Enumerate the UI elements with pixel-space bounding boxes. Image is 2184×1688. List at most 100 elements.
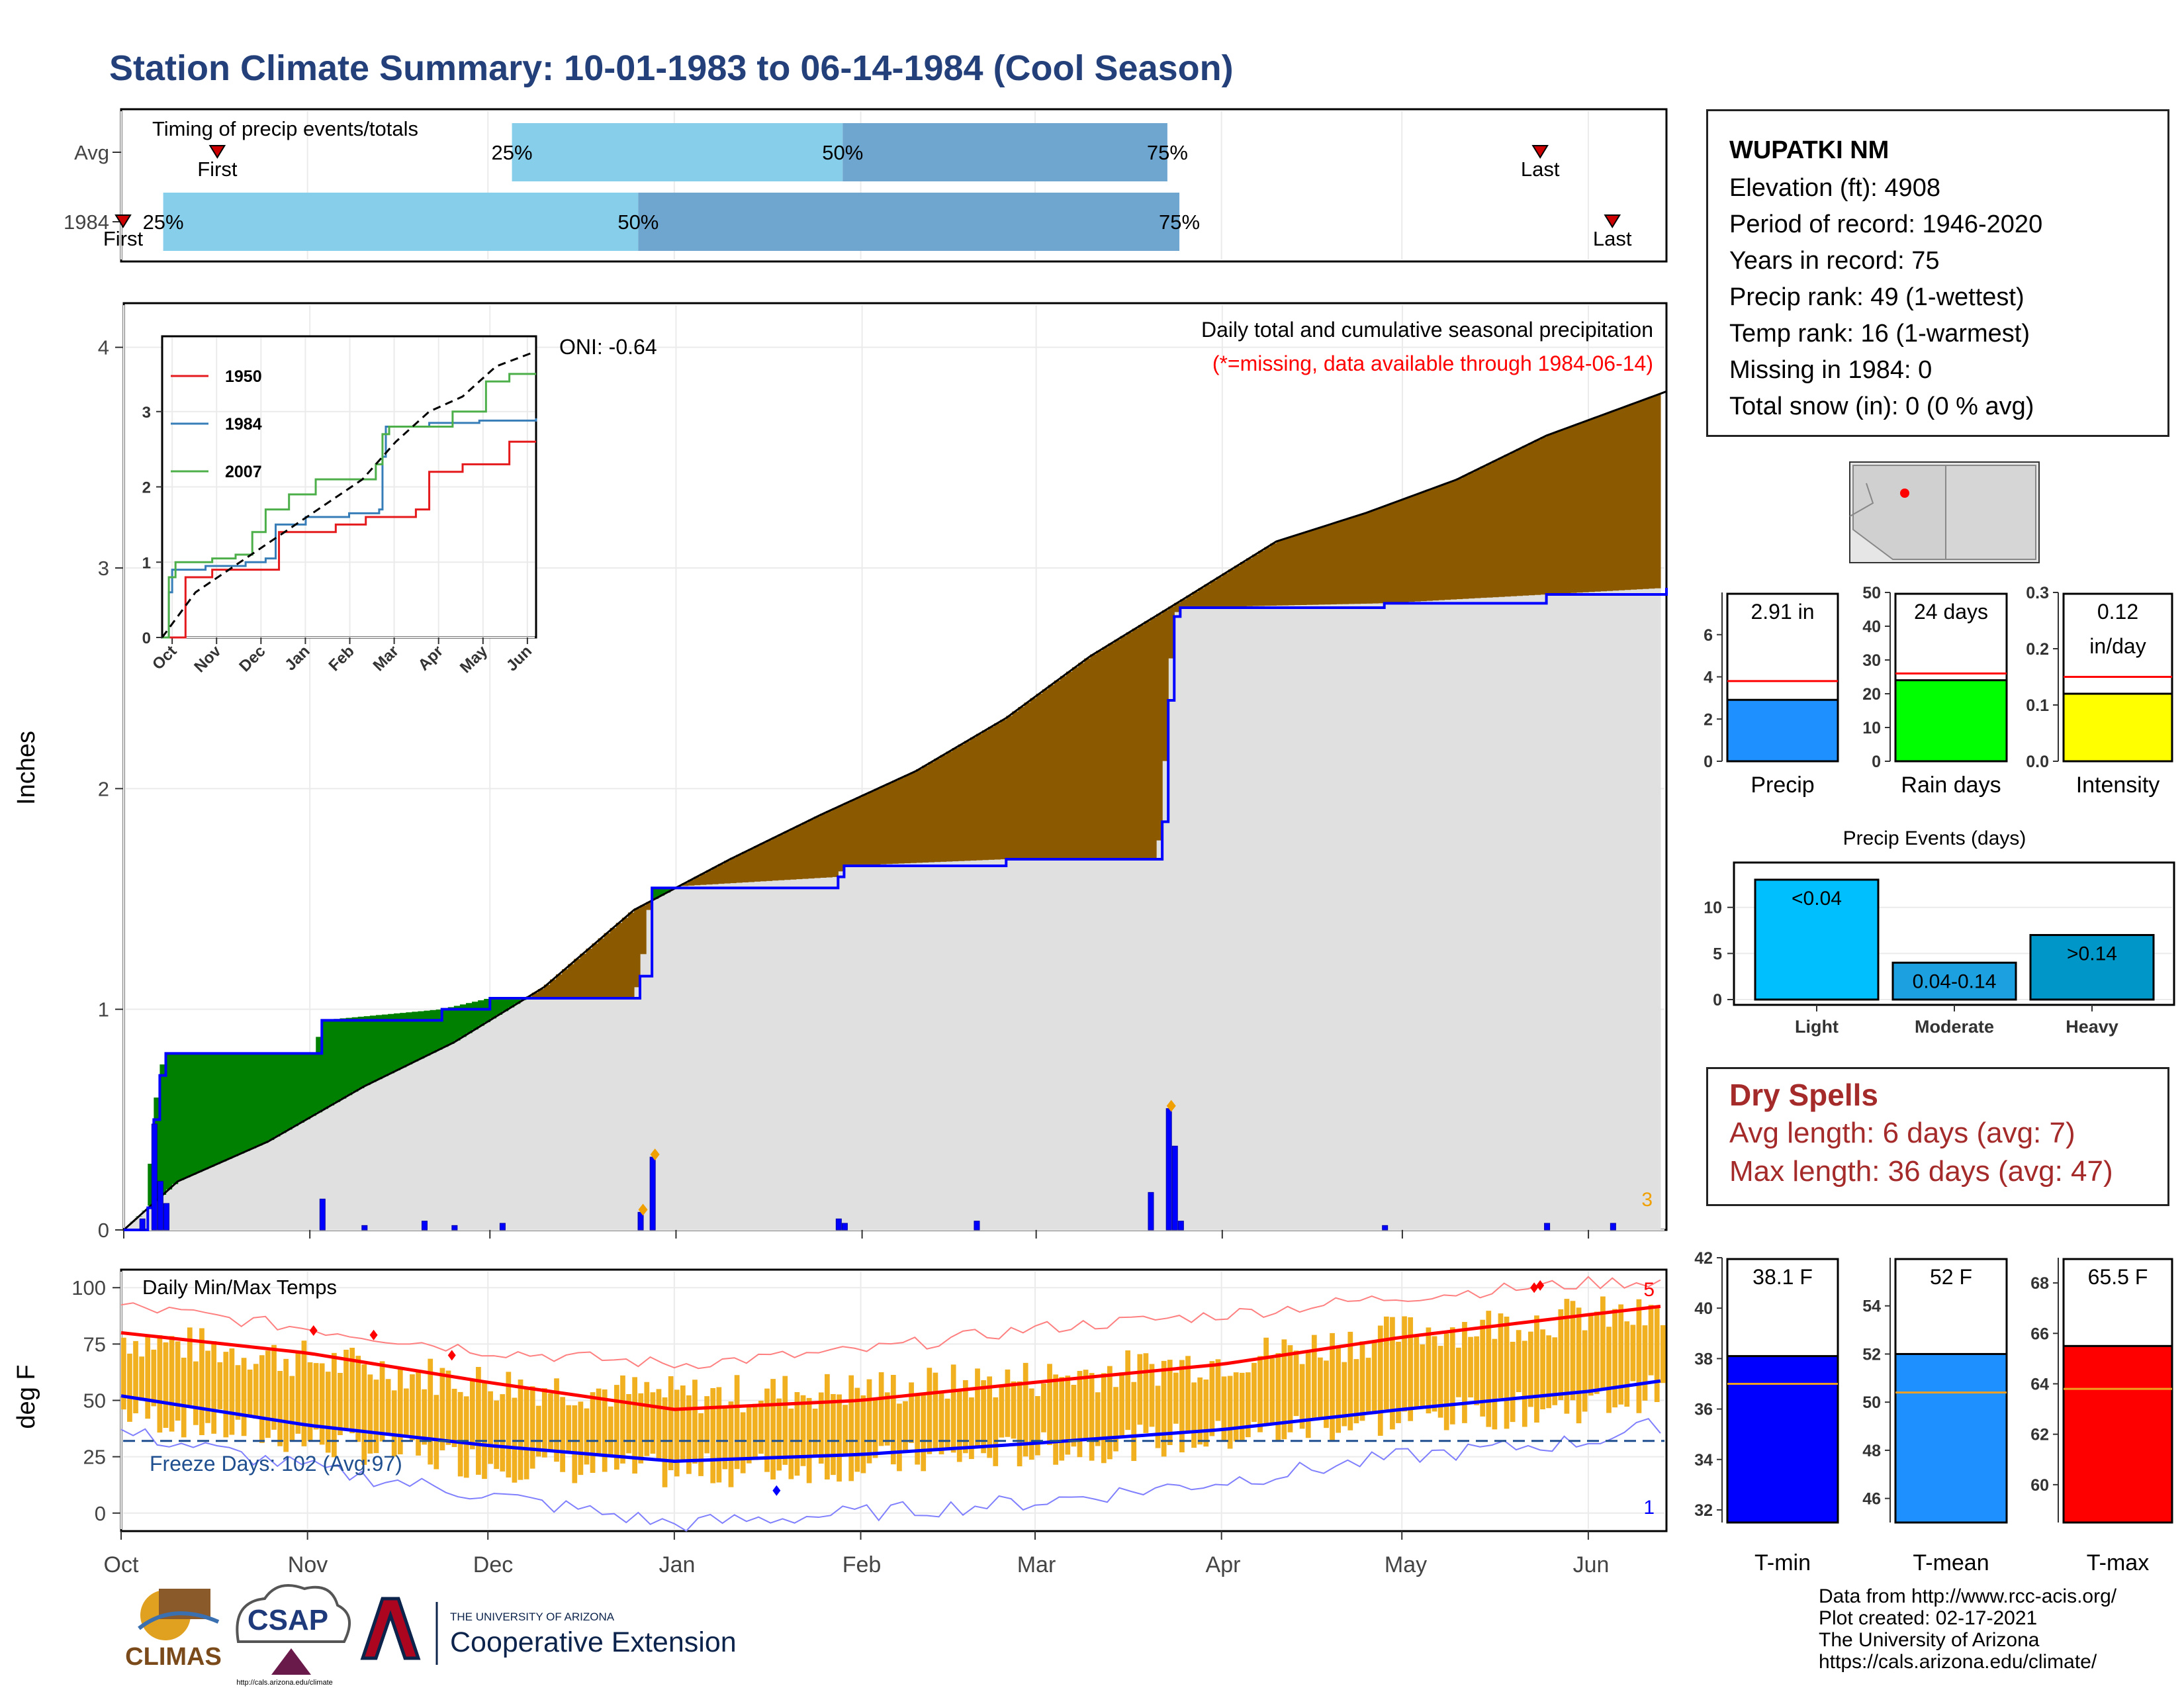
precip-ylabel: Inches	[13, 731, 40, 805]
precip-ytick-label: 0	[98, 1219, 109, 1242]
mini-value-bar	[1726, 698, 1839, 763]
mini-ytick-label: 6	[1704, 626, 1713, 645]
temp-xtick-label: Oct	[104, 1552, 139, 1577]
temp-panel: 0 25 50 75 100 Oct Nov Dec Jan Feb Mar Apr May Jun Da…	[13, 1268, 1668, 1577]
daily-precip-bar	[451, 1225, 458, 1231]
mini-value-label: 52 F	[1930, 1265, 1972, 1289]
timing-last-marker	[1531, 145, 1549, 159]
mini-value-bar	[2062, 1344, 2173, 1524]
temp-xtick-label: Mar	[1017, 1552, 1056, 1577]
normal-max-line	[120, 1305, 1661, 1411]
record-high-count: 5	[1643, 1279, 1655, 1301]
credit-line: The University of Arizona	[1819, 1629, 2040, 1651]
daily-precip-bar	[841, 1223, 848, 1231]
mini-name-label: T-min	[1754, 1550, 1811, 1575]
dry-spells-title: Dry Spells	[1729, 1078, 1878, 1112]
daily-precip-bar	[1177, 1221, 1184, 1231]
csap-url: http://cals.arizona.edu/climate	[236, 1679, 333, 1687]
daily-precip-bar	[319, 1198, 326, 1231]
precip-ytick-label: 3	[98, 557, 109, 580]
mini-ytick-label: 34	[1694, 1451, 1713, 1470]
mini-value-label: 65.5 F	[2088, 1265, 2148, 1289]
climas-logo: CLIMAS	[125, 1589, 222, 1671]
inset-legend-label: 2007	[225, 463, 262, 481]
mini-value-label: 24 days	[1914, 600, 1988, 624]
csap-mountain-icon	[271, 1648, 311, 1675]
daily-precip-marker	[638, 1203, 648, 1216]
daily-precip-bar	[1171, 1145, 1178, 1231]
timing-panel: Avg 25% 50% 75% First Last 1984 25% 50% 75% First L…	[64, 108, 1668, 263]
temp-ytick-label: 25	[83, 1446, 106, 1469]
csap-logo: CSAP http://cals.arizona.edu/climate	[236, 1584, 351, 1687]
mini-ytick-label: 0	[1704, 753, 1713, 771]
mini-ytick-label: 60	[2030, 1476, 2049, 1495]
precip-year-cumulative-line	[124, 588, 1668, 1231]
station-name: WUPATKI NM	[1729, 136, 1889, 164]
daily-precip-bar	[157, 1181, 163, 1231]
timing-first-label: First	[197, 158, 238, 181]
ua-small-text: THE UNIVERSITY OF ARIZONA	[450, 1611, 615, 1623]
temp-xtick-label: Jan	[659, 1552, 696, 1577]
events-category-label: Light	[1795, 1017, 1839, 1037]
timing-q25-label: 25%	[492, 141, 533, 164]
timing-first-marker	[114, 214, 132, 228]
mini-ytick-label: 48	[1862, 1442, 1881, 1460]
events-bar-label: >0.14	[2067, 943, 2117, 965]
mini-ytick-label: 50	[1862, 1393, 1881, 1412]
daily-precip-bar	[422, 1221, 428, 1231]
daily-precip-bar	[649, 1156, 656, 1231]
daily-precip-bar	[835, 1218, 842, 1231]
events-bar-label: <0.04	[1792, 888, 1842, 910]
daily-precip-bar	[139, 1218, 146, 1231]
timing-last-marker	[1604, 214, 1621, 228]
daily-precip-bar	[1610, 1223, 1616, 1231]
record-low-count: 1	[1643, 1497, 1655, 1519]
record-marker	[369, 1329, 378, 1340]
record-max-line	[120, 1276, 1661, 1370]
timing-bars: Avg 25% 50% 75% First Last 1984 25% 50% 75% First L…	[64, 111, 1632, 259]
inset-series-1950-line	[162, 440, 536, 639]
credit-line: https://cals.arizona.edu/climate/	[1819, 1651, 2097, 1673]
mini-ytick-label: 0	[1872, 753, 1881, 771]
temp-xtick-label: Feb	[842, 1552, 882, 1577]
mini-ytick-label: 0.0	[2026, 753, 2049, 771]
daily-temp-range-bars	[121, 1296, 1666, 1487]
inset-legend-label: 1984	[225, 415, 262, 434]
timing-last-label: Last	[1593, 227, 1632, 250]
precip-surplus-area	[124, 886, 677, 1227]
mini-value-label: 0.12	[2097, 600, 2138, 624]
temp-xtick-label: Jun	[1573, 1552, 1610, 1577]
record-min-line	[120, 1417, 1661, 1532]
timing-row-label: Avg	[74, 141, 109, 164]
mini-ytick-label: 42	[1694, 1249, 1713, 1268]
events-bar-label: 0.04-0.14	[1913, 970, 1997, 992]
daily-precip-bar	[1544, 1223, 1551, 1231]
temp-xtick-label: May	[1385, 1552, 1427, 1577]
mini-ytick-label: 40	[1862, 618, 1881, 636]
record-marker	[772, 1485, 781, 1496]
events-ytick-label: 10	[1704, 899, 1722, 917]
page-title: Station Climate Summary: 10-01-1983 to 0…	[109, 48, 1234, 88]
station-missing: Missing in 1984: 0	[1729, 356, 1933, 384]
record-marker	[1530, 1282, 1539, 1293]
temp-xtick-label: Nov	[288, 1552, 328, 1577]
events-plot: 0 5 10 <0.04 Light 0.04-0.14 Moderate >0.14 Heav…	[1704, 878, 2172, 1037]
mini-value-bar	[1726, 1355, 1839, 1524]
ua-large-text: Cooperative Extension	[450, 1626, 737, 1658]
daily-precip-bar	[1165, 1108, 1172, 1231]
events-title: Precip Events (days)	[1843, 827, 2026, 849]
dry-spells-box: Dry Spells Avg length: 6 days (avg: 7) M…	[1706, 1067, 2169, 1206]
precip-ytick-label: 4	[98, 336, 109, 359]
neighbor-outline	[1849, 483, 1874, 517]
mini-value-bar	[2062, 692, 2173, 763]
timing-first-label: First	[103, 227, 144, 250]
temp-ytick-label: 75	[83, 1333, 106, 1356]
dry-spells-max: Max length: 36 days (avg: 47)	[1729, 1155, 2113, 1188]
csap-cloud-icon	[236, 1584, 351, 1643]
temp-xtick-label: Apr	[1206, 1552, 1241, 1577]
credit-line: Plot created: 02-17-2021	[1819, 1607, 2038, 1629]
precip-deficit-area	[525, 395, 1661, 998]
events-ytick-label: 5	[1713, 945, 1722, 963]
